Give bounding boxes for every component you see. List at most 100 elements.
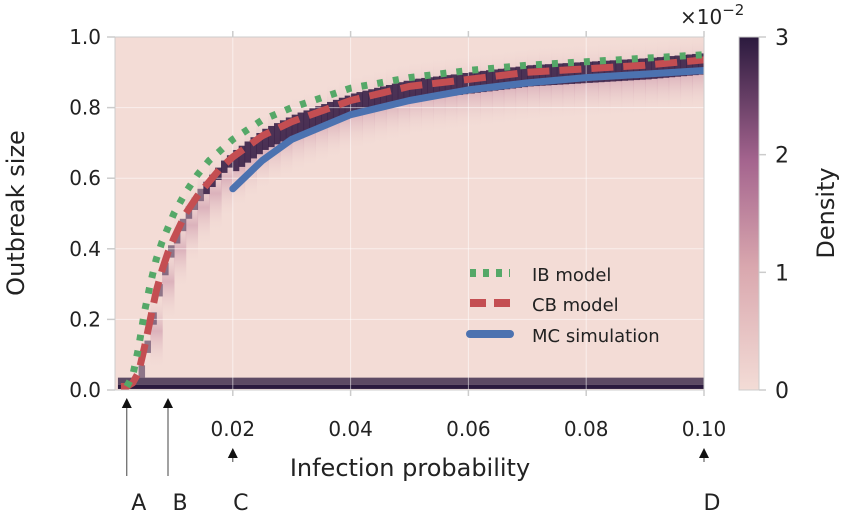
legend-label-cb: CB model: [532, 295, 619, 316]
arrow-a-head: [121, 398, 132, 408]
plot-frame: [114, 36, 705, 391]
density-cell: [533, 64, 540, 87]
series-mc-simulation: [229, 67, 704, 193]
density-cell: [409, 79, 416, 101]
x-tick-label: 0.02: [211, 417, 256, 441]
density-cell: [639, 58, 646, 80]
density-strip: [117, 384, 704, 389]
density-cell: [562, 63, 570, 85]
arrow-b-label: B: [172, 491, 187, 516]
density-cell: [421, 77, 428, 100]
x-tick-label: 0.10: [682, 417, 727, 441]
density-cell: [621, 59, 629, 81]
density-cell: [574, 62, 581, 84]
density-cell: [527, 65, 534, 87]
density-cell: [480, 70, 487, 93]
density-cell: [692, 53, 699, 76]
arrow-c-head: [227, 448, 238, 458]
x-tick-label: 0.06: [446, 417, 491, 441]
density-cell: [462, 73, 469, 95]
density-cell: [262, 128, 269, 150]
density-cell: [256, 133, 263, 155]
density-cell: [680, 55, 687, 77]
density-cell: [238, 145, 246, 167]
density-cell: [468, 72, 475, 94]
arrow-c-label: C: [233, 491, 248, 516]
density-cell: [686, 54, 693, 76]
density-cell: [509, 67, 517, 89]
density-cell: [627, 59, 634, 81]
colorbar-label: Density: [812, 167, 840, 258]
density-cell: [356, 92, 363, 114]
density-cell: [250, 137, 257, 159]
legend-label-mc: MC simulation: [532, 326, 660, 347]
density-cell: [662, 56, 670, 78]
density-cell: [303, 110, 310, 132]
series-ib-model: [123, 51, 704, 389]
y-tick-label: 0.4: [69, 237, 101, 261]
density-cell: [474, 71, 481, 93]
y-axis-label: Outbreak size: [2, 130, 30, 296]
density-cell: [603, 60, 611, 82]
density-cell: [309, 108, 316, 130]
density-cell: [391, 83, 399, 105]
density-cell: [650, 57, 658, 79]
x-tick-label: 0.08: [564, 417, 609, 441]
x-tick-label: 0.04: [328, 417, 373, 441]
y-tick-label: 0.0: [69, 378, 101, 402]
density-cell: [321, 104, 328, 126]
density-cell: [221, 160, 228, 173]
density-cell: [456, 73, 464, 95]
density-cell: [138, 365, 146, 378]
y-tick-label: 0.6: [69, 166, 101, 190]
colorbar-tick-label: 2: [775, 144, 789, 169]
density-cell: [586, 61, 593, 83]
legend: IB model CB model MC simulation: [466, 265, 660, 347]
arrow-d-label: D: [704, 491, 721, 516]
density-cell: [274, 123, 281, 145]
density-cell: [491, 69, 499, 91]
density-cell: [450, 74, 458, 96]
density-cell: [597, 61, 605, 83]
legend-label-ib: IB model: [532, 265, 611, 286]
density-cell: [633, 58, 640, 81]
density-cell: [656, 57, 664, 79]
density-cell: [279, 120, 287, 142]
density-cell: [338, 97, 346, 119]
density-cell: [592, 61, 599, 83]
density-cell: [427, 77, 434, 99]
density-cell: [385, 85, 393, 107]
arrow-markers: A B C D: [121, 398, 721, 516]
density-cell: [150, 292, 163, 370]
density-cell: [332, 99, 340, 122]
density-cell: [350, 93, 358, 115]
density-cell: [674, 55, 682, 77]
density-cell: [380, 86, 387, 108]
colorbar-tick-label: 0: [775, 379, 789, 404]
x-axis: 0.02 0.04 0.06 0.08 0.10: [211, 31, 727, 441]
density-cell: [168, 245, 175, 258]
colorbar-gradient: [738, 36, 760, 391]
density-strip: [117, 377, 704, 385]
density-cell: [515, 66, 523, 88]
density-cell: [232, 149, 240, 172]
y-tick-label: 1.0: [69, 25, 101, 49]
density-cell: [668, 56, 676, 78]
density-cell: [397, 82, 405, 104]
density-cell: [315, 106, 322, 128]
density-cell: [197, 188, 204, 202]
colorbar: 0 1 2 3 Density ×10−2: [680, 1, 840, 404]
density-cell: [268, 125, 275, 148]
density-cell: [291, 114, 299, 136]
density-cell: [374, 87, 381, 110]
density-cell: [415, 78, 422, 100]
density-cell: [244, 141, 252, 163]
density-cell: [344, 95, 352, 117]
density-cell: [556, 63, 564, 85]
arrow-d-head: [699, 448, 709, 458]
density-cell: [521, 65, 528, 88]
density-cell: [698, 53, 704, 75]
density-cell: [497, 68, 505, 90]
density-cell: [645, 58, 652, 80]
density-cell: [580, 62, 587, 84]
